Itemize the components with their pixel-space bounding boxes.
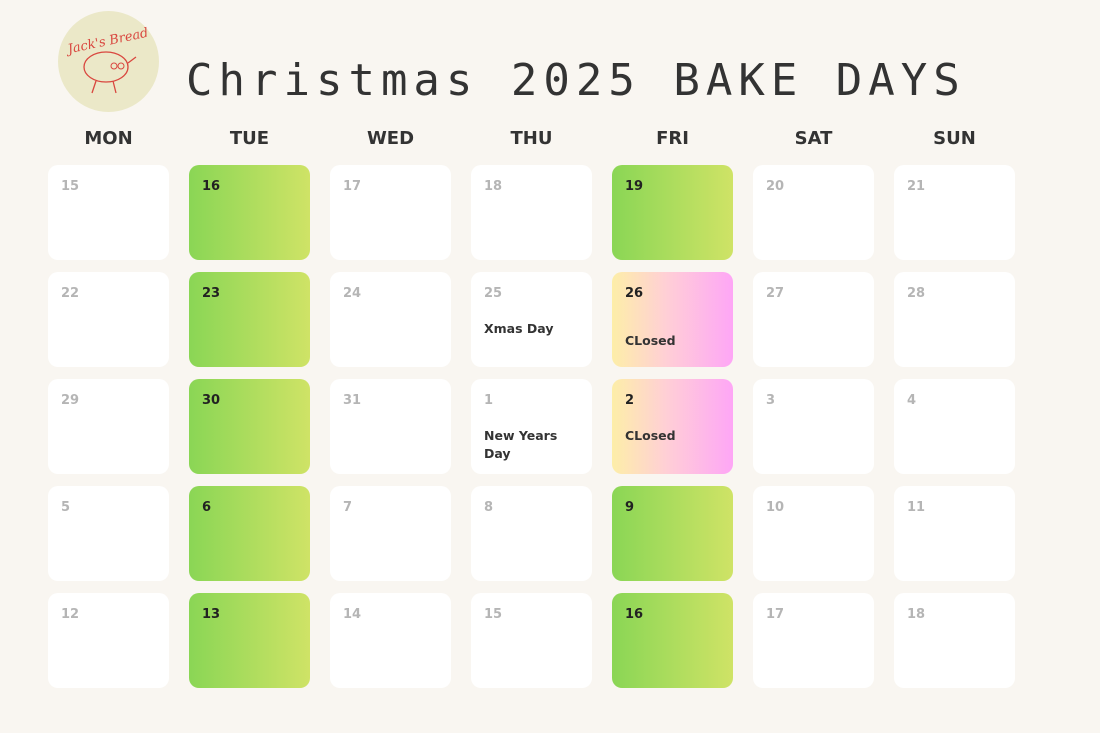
day-cell: 5 xyxy=(48,486,169,581)
bake-day-cell: 16 xyxy=(189,165,310,260)
day-cell: 31 xyxy=(330,379,451,474)
day-number: 1 xyxy=(484,393,494,408)
day-cell: 24 xyxy=(330,272,451,367)
weekday-header-sun: SUN xyxy=(933,128,976,149)
day-number: 7 xyxy=(343,500,353,515)
day-cell: 7 xyxy=(330,486,451,581)
jacks-bread-logo: Jack's Bread xyxy=(58,11,159,112)
day-cell: 29 xyxy=(48,379,169,474)
day-cell: 8 xyxy=(471,486,592,581)
day-number: 5 xyxy=(61,500,71,515)
day-number: 8 xyxy=(484,500,494,515)
day-number: 22 xyxy=(61,286,80,301)
day-number: 16 xyxy=(202,179,221,194)
day-number: 27 xyxy=(766,286,785,301)
closed-day-cell: 2 CLosed xyxy=(612,379,733,474)
day-number: 29 xyxy=(61,393,80,408)
closed-day-cell: 26 CLosed xyxy=(612,272,733,367)
bake-day-cell: 16 xyxy=(612,593,733,688)
day-number: 25 xyxy=(484,286,503,301)
svg-text:Jack's Bread: Jack's Bread xyxy=(63,26,149,58)
day-number: 18 xyxy=(907,607,926,622)
bake-day-cell: 23 xyxy=(189,272,310,367)
day-number: 2 xyxy=(625,393,635,408)
day-number: 26 xyxy=(625,286,644,301)
day-note: Xmas Day xyxy=(484,321,554,336)
day-number: 17 xyxy=(343,179,362,194)
day-number: 13 xyxy=(202,607,221,622)
day-number: 21 xyxy=(907,179,926,194)
day-number: 3 xyxy=(766,393,776,408)
day-number: 15 xyxy=(484,607,503,622)
day-number: 18 xyxy=(484,179,503,194)
page-title: Christmas 2025 BAKE DAYS xyxy=(186,55,966,107)
day-number: 20 xyxy=(766,179,785,194)
day-cell: 15 xyxy=(471,593,592,688)
day-cell: 20 xyxy=(753,165,874,260)
day-note: CLosed xyxy=(625,333,676,348)
day-number: 10 xyxy=(766,500,785,515)
weekday-header-tue: TUE xyxy=(229,128,270,149)
day-number: 28 xyxy=(907,286,926,301)
day-number: 23 xyxy=(202,286,221,301)
bake-day-cell: 19 xyxy=(612,165,733,260)
day-number: 9 xyxy=(625,500,635,515)
day-cell: 3 xyxy=(753,379,874,474)
day-cell: 25 Xmas Day xyxy=(471,272,592,367)
day-cell: 28 xyxy=(894,272,1015,367)
day-note: New Years Day xyxy=(484,428,558,461)
day-cell: 15 xyxy=(48,165,169,260)
day-number: 16 xyxy=(625,607,644,622)
day-cell: 21 xyxy=(894,165,1015,260)
bake-day-cell: 30 xyxy=(189,379,310,474)
day-cell: 14 xyxy=(330,593,451,688)
day-cell: 1 New Years Day xyxy=(471,379,592,474)
bake-day-cell: 13 xyxy=(189,593,310,688)
day-cell: 22 xyxy=(48,272,169,367)
day-cell: 4 xyxy=(894,379,1015,474)
day-cell: 12 xyxy=(48,593,169,688)
day-number: 6 xyxy=(202,500,212,515)
day-number: 30 xyxy=(202,393,221,408)
day-number: 19 xyxy=(625,179,644,194)
weekday-header-wed: WED xyxy=(366,128,415,149)
day-cell: 11 xyxy=(894,486,1015,581)
day-number: 31 xyxy=(343,393,362,408)
day-number: 12 xyxy=(61,607,80,622)
day-cell: 10 xyxy=(753,486,874,581)
day-cell: 27 xyxy=(753,272,874,367)
day-cell: 17 xyxy=(330,165,451,260)
day-number: 14 xyxy=(343,607,362,622)
day-note: CLosed xyxy=(625,428,676,443)
day-cell: 18 xyxy=(894,593,1015,688)
day-number: 11 xyxy=(907,500,926,515)
day-number: 15 xyxy=(61,179,80,194)
day-number: 4 xyxy=(907,393,917,408)
day-number: 24 xyxy=(343,286,362,301)
weekday-header-thu: THU xyxy=(510,128,553,149)
day-cell: 17 xyxy=(753,593,874,688)
weekday-header-fri: FRI xyxy=(656,128,689,149)
bake-day-cell: 6 xyxy=(189,486,310,581)
day-cell: 18 xyxy=(471,165,592,260)
bake-day-cell: 9 xyxy=(612,486,733,581)
weekday-header-sat: SAT xyxy=(794,128,833,149)
day-number: 17 xyxy=(766,607,785,622)
weekday-header-mon: MON xyxy=(84,128,133,149)
